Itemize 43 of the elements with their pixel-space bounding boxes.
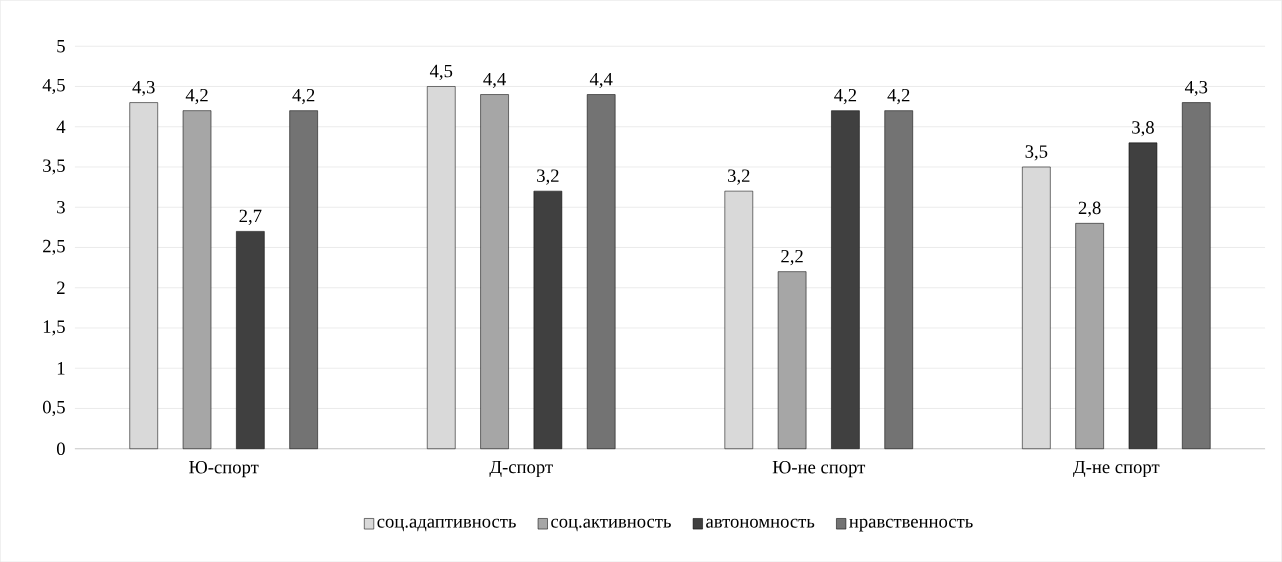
y-tick-label: 0 xyxy=(56,442,65,455)
y-tick-label: 5 xyxy=(57,39,65,53)
legend-label: автономность xyxy=(706,518,815,528)
legend-label: нравственность xyxy=(849,518,973,532)
data-label: 4,4 xyxy=(589,72,613,88)
y-tick-label: 2 xyxy=(57,281,65,294)
legend-label: соц.адаптивность xyxy=(377,518,516,531)
data-label: 4,3 xyxy=(1184,80,1208,96)
data-label: 2,8 xyxy=(1078,201,1101,217)
y-tick-label: 4 xyxy=(56,120,66,133)
data-label: 3,2 xyxy=(728,169,750,185)
data-label: 4,2 xyxy=(887,88,910,105)
data-label: 4,2 xyxy=(292,88,315,105)
data-label: 4,2 xyxy=(834,88,857,105)
bar xyxy=(289,110,318,449)
x-tick-label: Д-не спорт xyxy=(1073,460,1160,477)
y-tick-label: 2,5 xyxy=(43,239,65,255)
bar xyxy=(1128,142,1158,449)
y-tick-label: 3,5 xyxy=(43,159,65,175)
y-tick-label: 3 xyxy=(57,200,65,214)
data-label: 4,4 xyxy=(483,72,506,88)
bar xyxy=(831,110,860,449)
data-label: 4,2 xyxy=(185,88,208,105)
data-label: 2,7 xyxy=(239,209,262,225)
data-label: 3,2 xyxy=(537,169,559,185)
y-tick-label: 1,5 xyxy=(43,320,65,336)
y-tick-label: 4,5 xyxy=(42,78,65,94)
data-label: 2,2 xyxy=(781,249,803,265)
data-label: 3,5 xyxy=(1025,145,1048,161)
bar xyxy=(884,110,913,449)
bar xyxy=(586,94,616,449)
data-label: 4,3 xyxy=(132,80,155,96)
y-tick-label: 0,5 xyxy=(42,400,65,416)
x-tick-label: Ю-спорт xyxy=(189,460,259,478)
data-label: 3,8 xyxy=(1132,120,1154,137)
x-tick-label: Ю-не спорт xyxy=(772,460,866,478)
bar xyxy=(1182,102,1211,449)
legend-label: соц.активность xyxy=(551,518,671,531)
bar xyxy=(533,190,563,449)
y-tick-label: 1 xyxy=(57,361,65,375)
data-label: 4,5 xyxy=(429,64,453,80)
x-tick-label: Д-спорт xyxy=(489,460,553,477)
bar xyxy=(236,230,265,449)
